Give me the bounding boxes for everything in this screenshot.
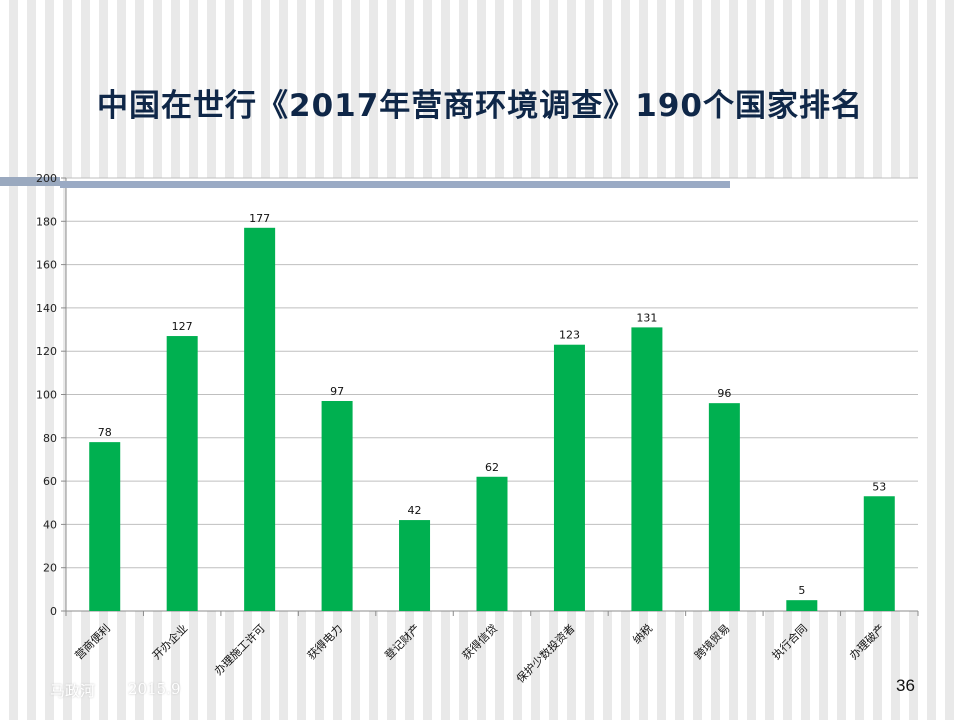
- y-tick-label: 120: [36, 345, 57, 358]
- y-tick-label: 140: [36, 302, 57, 315]
- footer-author: 马政河: [50, 682, 96, 700]
- slide-title: 中国在世行《2017年营商环境调查》190个国家排名: [97, 88, 863, 124]
- data-label: 123: [559, 329, 580, 342]
- y-tick-label: 100: [36, 389, 57, 402]
- bar: [476, 476, 508, 611]
- x-tick-label: 办理破产: [846, 621, 887, 662]
- x-tick-label: 纳税: [630, 621, 655, 646]
- x-tick-label: 执行合同: [769, 621, 810, 662]
- bar: [399, 520, 431, 611]
- x-tick-label: 保护少数投资者: [513, 621, 577, 685]
- y-tick-label: 60: [43, 475, 57, 488]
- data-label: 5: [798, 584, 805, 597]
- bar: [863, 496, 895, 611]
- data-label: 53: [872, 480, 886, 493]
- bar: [553, 344, 585, 611]
- bar: [708, 403, 740, 611]
- bar: [166, 336, 198, 611]
- bar: [786, 600, 818, 611]
- bar: [244, 227, 276, 612]
- data-label: 78: [98, 426, 112, 439]
- y-tick-label: 0: [50, 605, 57, 618]
- accent-bar-left: [0, 177, 60, 186]
- y-tick-label: 200: [36, 172, 57, 185]
- x-tick-label: 登记财产: [382, 621, 423, 662]
- bar: [89, 442, 121, 611]
- x-tick-label: 营商便利: [72, 621, 113, 662]
- accent-bar-top: [60, 181, 730, 188]
- y-tick-label: 160: [36, 259, 57, 272]
- x-tick-label: 获得电力: [305, 622, 345, 662]
- y-tick-label: 40: [43, 518, 57, 531]
- bar: [321, 400, 353, 611]
- data-label: 62: [485, 461, 499, 474]
- footer-date: 2015.9: [128, 680, 181, 698]
- x-tick-label: 办理施工许可: [212, 622, 268, 678]
- y-tick-label: 80: [43, 432, 57, 445]
- x-tick-label: 跨境贸易: [691, 621, 732, 662]
- y-tick-label: 20: [43, 562, 57, 575]
- data-label: 131: [636, 311, 657, 324]
- data-label: 97: [330, 385, 344, 398]
- x-tick-label: 获得信贷: [459, 621, 500, 662]
- data-label: 127: [172, 320, 193, 333]
- y-tick-label: 180: [36, 215, 57, 228]
- page-number: 36: [896, 676, 915, 695]
- bar: [631, 327, 663, 611]
- data-label: 96: [717, 387, 731, 400]
- data-label: 42: [408, 504, 422, 517]
- data-label: 177: [249, 212, 270, 225]
- x-tick-label: 开办企业: [149, 621, 190, 662]
